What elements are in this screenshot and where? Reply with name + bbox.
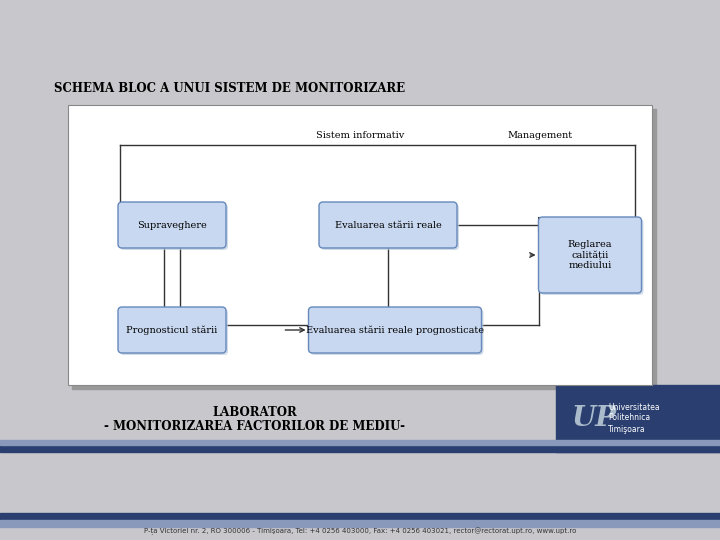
FancyBboxPatch shape [539,217,642,293]
Bar [0,440,720,445]
Text: Management: Management [508,131,572,139]
Text: Timişoara: Timişoara [608,424,646,434]
Text: Sistem informativ: Sistem informativ [316,131,404,139]
FancyBboxPatch shape [68,105,652,385]
Bar [72,109,656,389]
Text: Evaluarea stării reale: Evaluarea stării reale [335,220,441,230]
FancyBboxPatch shape [321,204,459,250]
Text: UP: UP [572,406,617,433]
Text: Universitatea: Universitatea [608,402,660,411]
Bar [0,513,720,520]
Text: Prognosticul stării: Prognosticul stării [127,325,217,335]
Bar [556,385,720,452]
Text: SCHEMA BLOC A UNUI SISTEM DE MONITORIZARE: SCHEMA BLOC A UNUI SISTEM DE MONITORIZAR… [55,82,405,94]
Text: - MONITORIZAREA FACTORILOR DE MEDIU-: - MONITORIZAREA FACTORILOR DE MEDIU- [104,421,405,434]
Text: P-ța Victoriei nr. 2, RO 300006 - Timişoara, Tel: +4 0256 403000, Fax: +4 0256 4: P-ța Victoriei nr. 2, RO 300006 - Timişo… [144,527,576,535]
Bar [0,385,720,445]
Bar [0,520,720,527]
FancyBboxPatch shape [308,307,482,353]
FancyBboxPatch shape [118,307,226,353]
FancyBboxPatch shape [310,309,484,355]
FancyBboxPatch shape [319,202,457,248]
Text: Reglarea
calității
mediului: Reglarea calității mediului [568,240,612,270]
Text: Supraveghere: Supraveghere [137,220,207,230]
Text: Evaluarea stării reale prognosticate: Evaluarea stării reale prognosticate [306,325,484,335]
FancyBboxPatch shape [120,309,228,355]
FancyBboxPatch shape [118,202,226,248]
Bar [0,445,720,452]
Text: Politehnica: Politehnica [608,414,650,422]
FancyBboxPatch shape [120,204,228,250]
FancyBboxPatch shape [541,219,644,295]
Text: LABORATOR: LABORATOR [212,406,297,419]
